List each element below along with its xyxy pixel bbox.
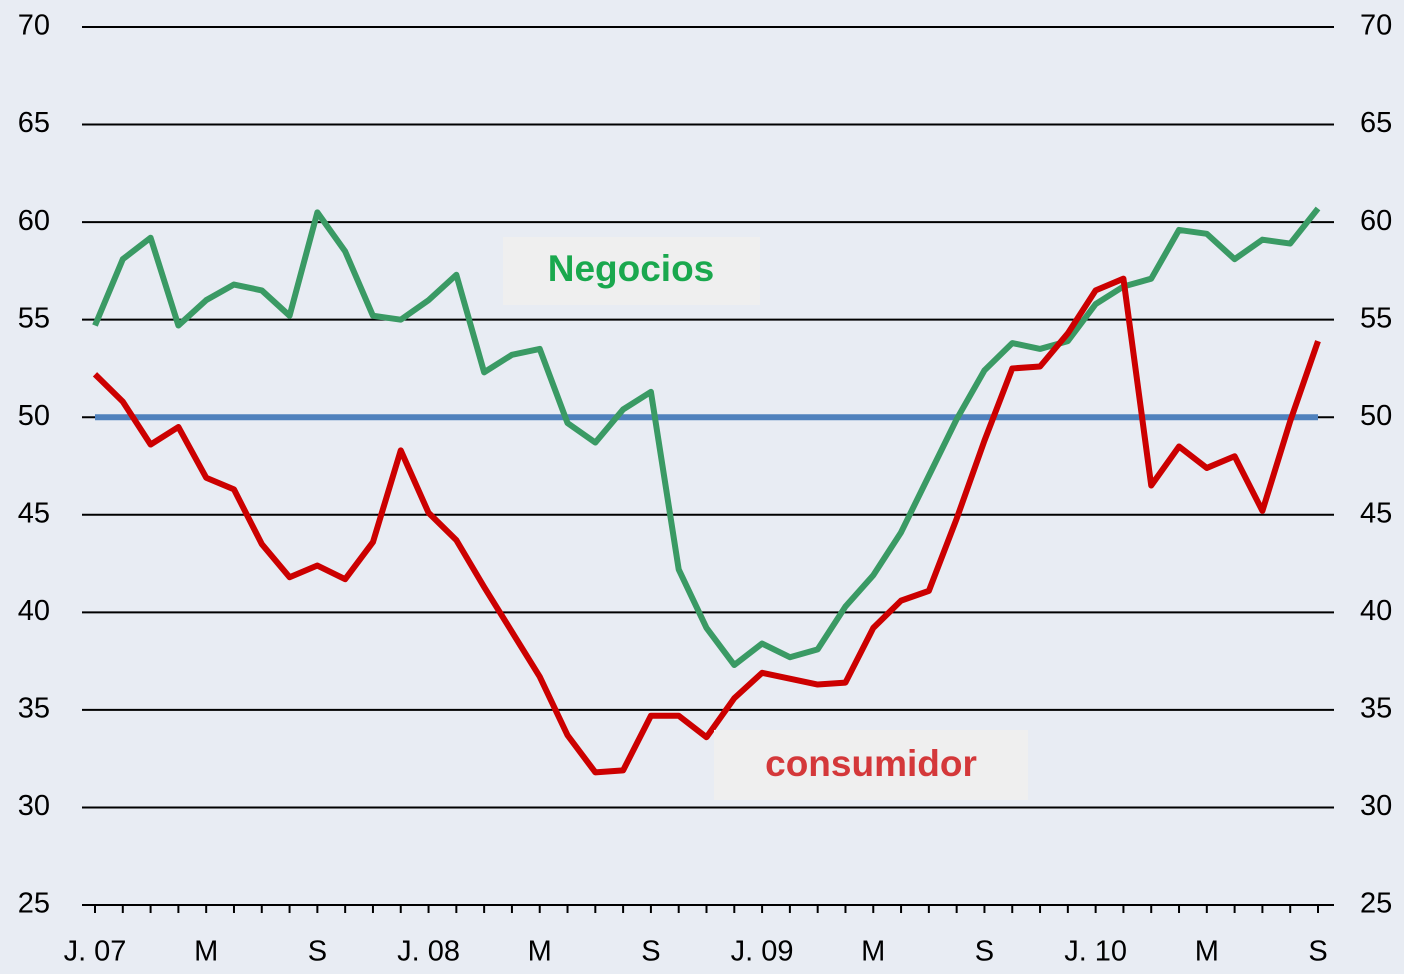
series-label: consumidor bbox=[765, 743, 977, 784]
label-box bbox=[503, 237, 760, 305]
y2-tick-label: 30 bbox=[1360, 790, 1392, 822]
y-tick-label: 45 bbox=[18, 497, 50, 529]
y2-tick-label: 25 bbox=[1360, 888, 1392, 920]
x-tick-label: M bbox=[194, 936, 218, 968]
y2-tick-label: 40 bbox=[1360, 595, 1392, 627]
x-tick-label: M bbox=[528, 936, 552, 968]
x-tick-label: J. 08 bbox=[397, 936, 460, 968]
series-label: Negocios bbox=[548, 248, 715, 289]
x-tick-label: M bbox=[861, 936, 885, 968]
x-tick-label: S bbox=[1308, 936, 1327, 968]
y2-tick-label: 60 bbox=[1360, 205, 1392, 237]
x-tick-label: S bbox=[975, 936, 994, 968]
x-tick-label: S bbox=[308, 936, 327, 968]
y-tick-label: 50 bbox=[18, 400, 50, 432]
x-tick-label: J. 07 bbox=[64, 936, 127, 968]
x-tick-label: J. 10 bbox=[1064, 936, 1127, 968]
y-tick-label: 25 bbox=[18, 888, 50, 920]
x-tick-label: M bbox=[1195, 936, 1219, 968]
series-line bbox=[92, 275, 1321, 776]
y2-tick-label: 50 bbox=[1360, 400, 1392, 432]
y2-tick-label: 35 bbox=[1360, 693, 1392, 725]
y2-tick-label: 45 bbox=[1360, 497, 1392, 529]
label-box bbox=[714, 730, 1028, 800]
y-tick-label: 65 bbox=[18, 107, 50, 139]
y-tick-label: 55 bbox=[18, 302, 50, 334]
y-tick-label: 40 bbox=[18, 595, 50, 627]
y2-tick-label: 55 bbox=[1360, 302, 1392, 334]
x-tick-label: S bbox=[641, 936, 660, 968]
y2-tick-label: 70 bbox=[1360, 10, 1392, 42]
y-tick-label: 60 bbox=[18, 205, 50, 237]
x-tick-label: J. 09 bbox=[731, 936, 794, 968]
y-tick-label: 30 bbox=[18, 790, 50, 822]
y-tick-label: 70 bbox=[18, 10, 50, 42]
series-line bbox=[92, 206, 1321, 669]
y-tick-label: 35 bbox=[18, 693, 50, 725]
y2-tick-label: 65 bbox=[1360, 107, 1392, 139]
